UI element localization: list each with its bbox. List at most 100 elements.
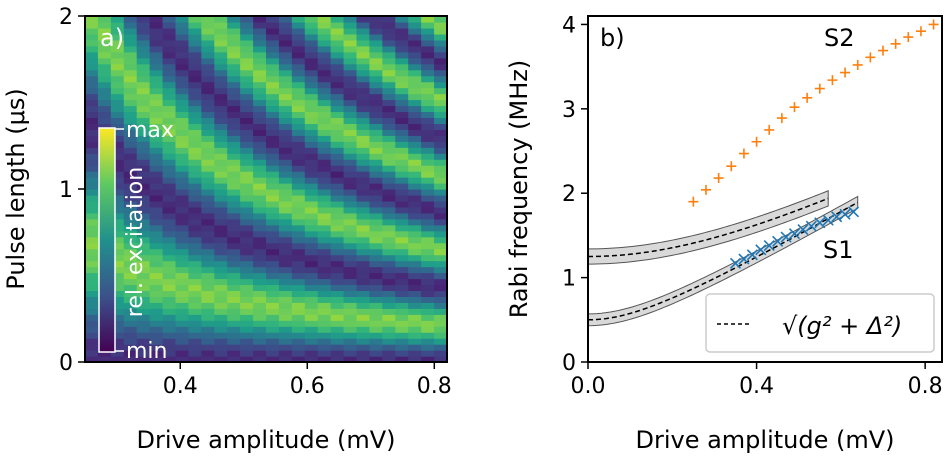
heatmap-cell bbox=[317, 75, 332, 83]
heatmap-cell bbox=[421, 111, 435, 119]
heatmap-cell bbox=[85, 206, 99, 214]
heatmap-cell bbox=[123, 16, 138, 23]
heatmap-cell bbox=[227, 141, 241, 148]
heatmap-cell bbox=[201, 272, 215, 280]
heatmap-cell bbox=[408, 129, 422, 136]
heatmap-cell bbox=[291, 39, 306, 47]
heatmap-cell bbox=[201, 57, 215, 65]
heatmap-cell bbox=[304, 344, 319, 351]
heatmap-cell bbox=[434, 111, 448, 119]
heatmap-cell bbox=[188, 224, 202, 232]
heatmap-cell bbox=[291, 206, 306, 214]
y-tick-label: 4 bbox=[562, 13, 576, 38]
heatmap-cell bbox=[110, 284, 125, 292]
heatmap-cell bbox=[227, 165, 241, 172]
heatmap-cell bbox=[317, 135, 332, 142]
heatmap-cell bbox=[317, 230, 332, 238]
heatmap-cell bbox=[330, 344, 345, 351]
heatmap-cell bbox=[188, 93, 202, 101]
heatmap-cell bbox=[317, 153, 332, 160]
heatmap-cell bbox=[266, 189, 280, 196]
heatmap-cell bbox=[278, 183, 293, 190]
heatmap-cell bbox=[382, 230, 396, 238]
heatmap-cell bbox=[266, 320, 280, 327]
heatmap-cell bbox=[266, 75, 280, 83]
heatmap-cell bbox=[240, 224, 254, 232]
heatmap-cell bbox=[291, 99, 306, 107]
heatmap-cell bbox=[188, 278, 202, 286]
heatmap-cell bbox=[382, 141, 396, 148]
heatmap-cell bbox=[253, 320, 267, 327]
heatmap-cell bbox=[110, 93, 125, 101]
heatmap-cell bbox=[330, 248, 345, 256]
fit-line bbox=[588, 197, 829, 258]
heatmap-cell bbox=[304, 242, 319, 250]
heatmap-cell bbox=[343, 183, 358, 190]
point-s2 bbox=[738, 148, 749, 159]
heatmap-cell bbox=[434, 171, 448, 178]
heatmap-cell bbox=[291, 356, 306, 363]
heatmap-cell bbox=[421, 177, 435, 184]
heatmap-cell bbox=[149, 350, 164, 357]
heatmap-cell bbox=[291, 248, 306, 256]
heatmap-cell bbox=[266, 200, 280, 208]
heatmap-cell bbox=[278, 320, 293, 327]
heatmap-cell bbox=[408, 87, 422, 95]
heatmap-cell bbox=[408, 212, 422, 220]
heatmap-cell bbox=[85, 159, 99, 166]
heatmap-cell bbox=[240, 153, 254, 160]
heatmap-cell bbox=[253, 332, 267, 339]
heatmap-cell bbox=[291, 320, 306, 327]
heatmap-cell bbox=[188, 69, 202, 77]
heatmap-cell bbox=[369, 356, 383, 363]
heatmap-cell bbox=[278, 105, 293, 113]
heatmap-cell bbox=[136, 296, 151, 303]
heatmap-cell bbox=[188, 302, 202, 309]
heatmap-cell bbox=[149, 171, 164, 178]
heatmap-cell bbox=[395, 260, 409, 268]
heatmap-cell bbox=[408, 93, 422, 101]
heatmap-cell bbox=[421, 278, 435, 286]
heatmap-cell bbox=[434, 57, 448, 65]
heatmap-cell bbox=[330, 153, 345, 160]
heatmap-cell bbox=[110, 302, 125, 309]
heatmap-cell bbox=[162, 171, 177, 178]
heatmap-cell bbox=[188, 147, 202, 154]
heatmap-cell bbox=[253, 16, 267, 23]
point-s2 bbox=[802, 92, 813, 103]
heatmap-cell bbox=[85, 230, 99, 238]
heatmap-cell bbox=[149, 356, 164, 363]
heatmap-cell bbox=[356, 45, 371, 53]
heatmap-cell bbox=[278, 236, 293, 244]
heatmap-cell bbox=[188, 320, 202, 327]
heatmap-cell bbox=[434, 81, 448, 89]
heatmap-cell bbox=[369, 344, 383, 351]
heatmap-cell bbox=[421, 105, 435, 113]
heatmap-cell bbox=[266, 350, 280, 357]
heatmap-cell bbox=[227, 45, 241, 53]
heatmap-cell bbox=[253, 165, 267, 172]
heatmap-cell bbox=[85, 123, 99, 130]
heatmap-cell bbox=[227, 129, 241, 136]
heatmap-cell bbox=[253, 105, 267, 113]
heatmap-cell bbox=[356, 75, 371, 83]
heatmap-cell bbox=[421, 236, 435, 244]
heatmap-cell bbox=[240, 129, 254, 136]
point-s1 bbox=[746, 249, 758, 261]
heatmap-cell bbox=[162, 194, 177, 202]
heatmap-cell bbox=[240, 16, 254, 23]
heatmap-cell bbox=[330, 218, 345, 226]
heatmap-cell bbox=[136, 218, 151, 226]
heatmap-cell bbox=[214, 57, 228, 65]
heatmap-cell bbox=[278, 171, 293, 178]
heatmap-cell bbox=[85, 194, 99, 202]
heatmap-cell bbox=[162, 87, 177, 95]
heatmap-cell bbox=[136, 27, 151, 35]
heatmap-cell bbox=[266, 212, 280, 220]
heatmap-cell bbox=[201, 332, 215, 339]
heatmap-cell bbox=[317, 344, 332, 351]
heatmap-cell bbox=[162, 302, 177, 309]
heatmap-cell bbox=[136, 171, 151, 178]
heatmap-cell bbox=[201, 350, 215, 357]
heatmap-cell bbox=[330, 87, 345, 95]
